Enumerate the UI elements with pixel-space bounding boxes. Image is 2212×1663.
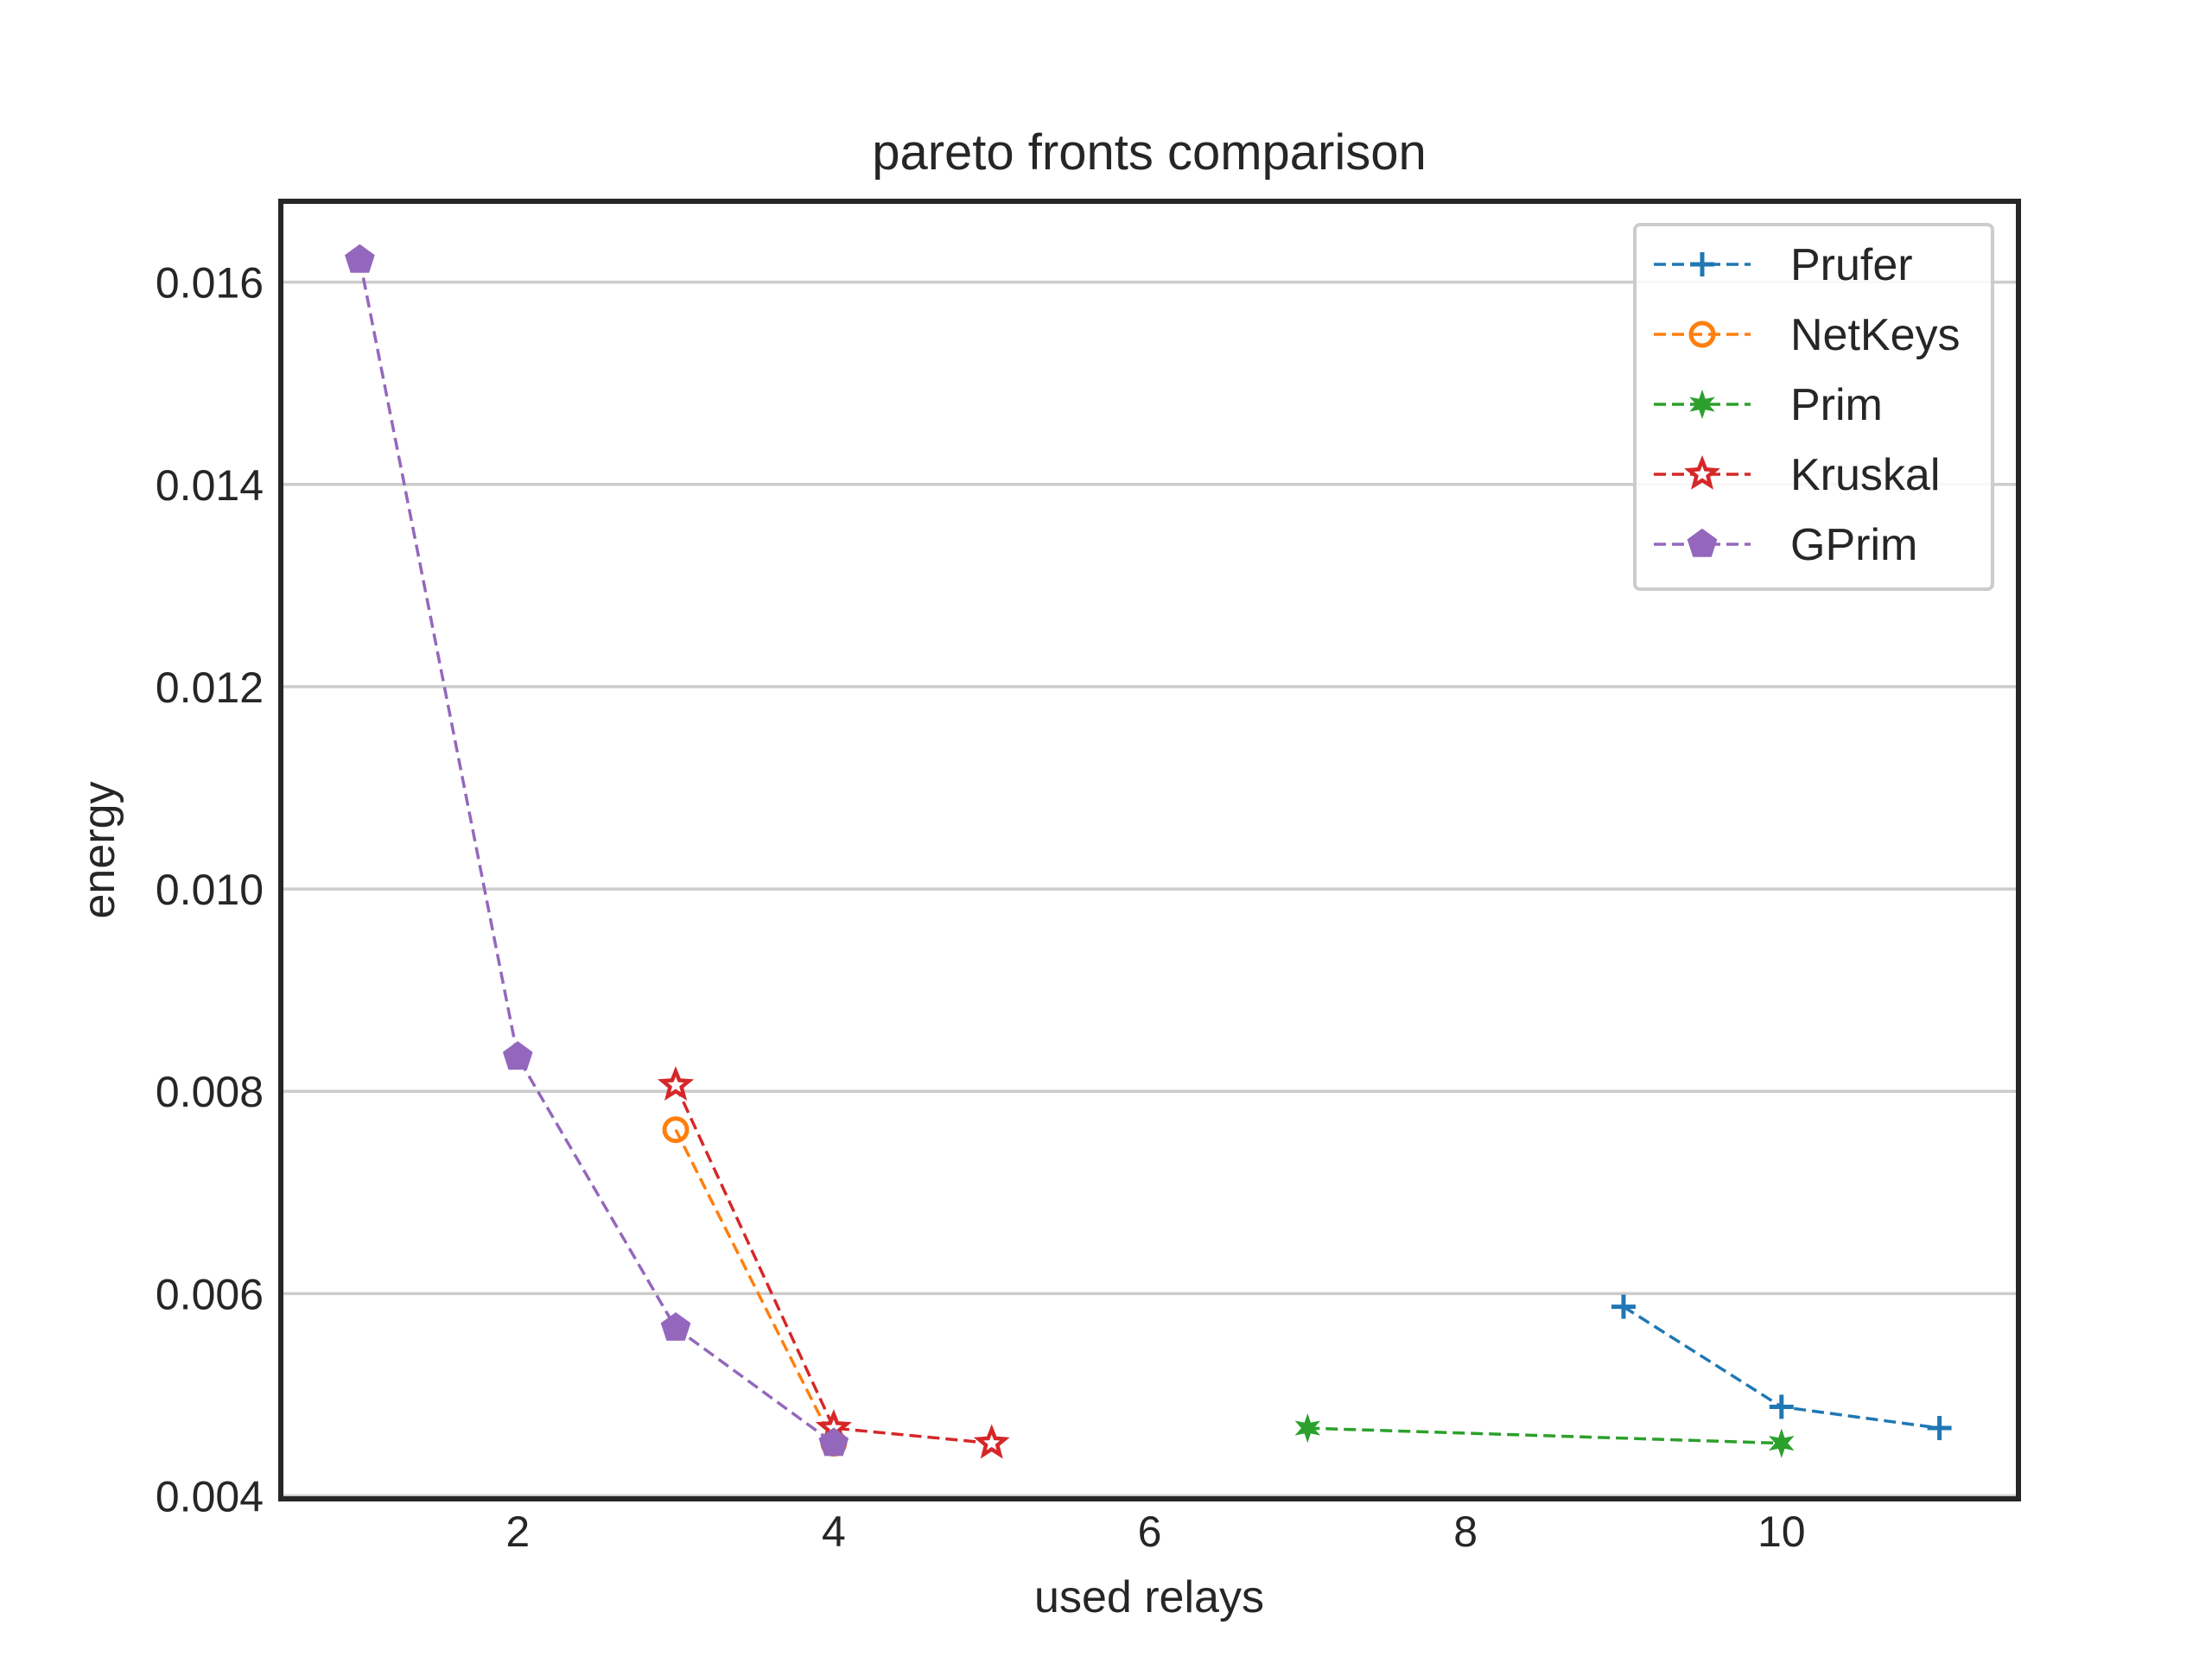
legend-label: Prufer — [1790, 240, 1913, 290]
series-layer — [345, 244, 1952, 1459]
legend-item: Prim — [1654, 380, 1883, 430]
data-point — [657, 1066, 695, 1101]
y-tick-label: 0.004 — [156, 1472, 264, 1520]
data-point — [1927, 1416, 1952, 1441]
tick-labels: 0.004 0.006 0.008 0.010 0.012 0.014 0.016 2 4 6 8 1… — [156, 259, 1806, 1556]
legend-item: Prufer — [1654, 240, 1913, 290]
y-tick-label: 0.008 — [156, 1068, 264, 1116]
legend-item: GPrim — [1654, 520, 1917, 570]
legend-item: NetKeys — [1654, 310, 1961, 360]
plot-frame — [278, 199, 2021, 1501]
x-tick-label: 8 — [1453, 1507, 1478, 1556]
legend-marker — [1689, 389, 1715, 420]
series-line — [674, 1128, 836, 1444]
data-point — [345, 244, 375, 273]
legend-label: GPrim — [1790, 520, 1917, 570]
y-tick-label: 0.016 — [156, 259, 264, 308]
y-tick-label: 0.006 — [156, 1270, 264, 1318]
x-tick-label: 2 — [505, 1507, 530, 1556]
series-gprim — [345, 244, 849, 1457]
data-point — [1611, 1294, 1636, 1319]
legend-marker — [1688, 321, 1716, 348]
legend-label: Prim — [1790, 380, 1883, 430]
data-point — [1294, 1413, 1321, 1444]
series-line — [358, 259, 835, 1445]
legend-label: Kruskal — [1790, 450, 1940, 500]
data-point — [660, 1311, 691, 1341]
series-prufer — [1611, 1294, 1952, 1441]
y-tick-label: 0.010 — [156, 866, 264, 914]
data-point — [973, 1424, 1010, 1459]
legend-item: Kruskal — [1654, 450, 1940, 500]
x-axis-label: used relays — [1034, 1572, 1264, 1622]
chart-title: pareto fronts comparison — [872, 124, 1427, 181]
y-tick-label: 0.014 — [156, 461, 264, 510]
y-tick-label: 0.012 — [156, 663, 264, 712]
data-point — [1769, 1394, 1794, 1419]
x-tick-label: 10 — [1758, 1507, 1806, 1556]
data-point — [662, 1116, 690, 1144]
data-point — [1768, 1428, 1795, 1458]
x-tick-label: 6 — [1138, 1507, 1162, 1556]
series-line — [1307, 1426, 1782, 1445]
legend-marker — [1690, 252, 1714, 276]
y-axis-label: energy — [74, 782, 124, 919]
data-point — [818, 1427, 849, 1457]
legend-box — [1633, 223, 1994, 591]
legend: Prufer NetKeys Prim Kruskal GPrim — [1633, 223, 1994, 591]
data-point — [502, 1041, 533, 1070]
x-tick-label: 4 — [822, 1507, 846, 1556]
series-line — [674, 1084, 992, 1445]
legend-marker — [1684, 454, 1720, 490]
legend-marker — [1687, 528, 1718, 557]
series-prim — [1294, 1413, 1795, 1458]
legend-label: NetKeys — [1790, 310, 1961, 360]
